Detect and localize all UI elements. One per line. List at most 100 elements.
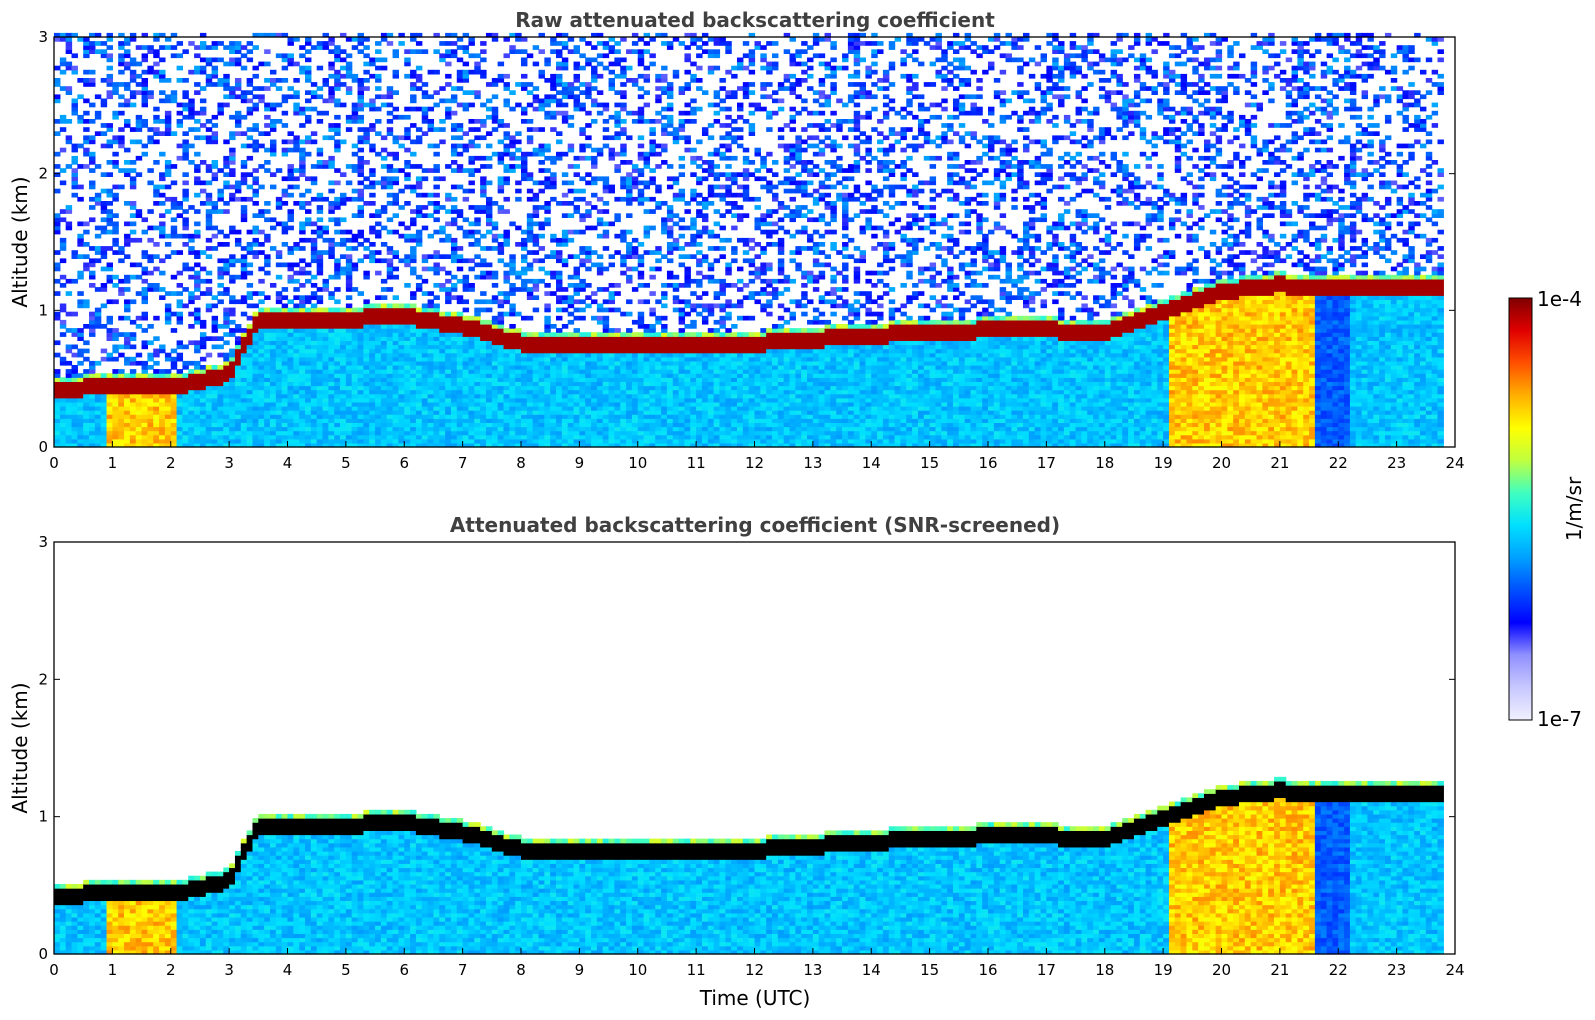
heatmap-cell	[258, 32, 265, 38]
heatmap-cell	[54, 229, 61, 235]
heatmap-cell	[556, 369, 563, 374]
heatmap-cell	[322, 373, 329, 378]
heatmap-cell	[316, 266, 324, 272]
heatmap-cell	[556, 73, 563, 79]
heatmap-cell	[357, 430, 364, 436]
heatmap-cell	[398, 348, 405, 354]
heatmap-cell	[369, 385, 376, 391]
heatmap-cell	[129, 373, 137, 378]
heatmap-cell	[269, 442, 277, 448]
heatmap-cell	[334, 315, 341, 321]
heatmap-cell	[427, 106, 435, 112]
heatmap-cell	[59, 32, 67, 38]
heatmap-cell	[194, 209, 201, 214]
heatmap-cell	[275, 385, 283, 391]
heatmap-cell	[176, 377, 184, 382]
heatmap-cell	[351, 143, 359, 149]
heatmap-cell	[299, 324, 306, 329]
heatmap-cell	[550, 49, 557, 54]
heatmap-cell	[205, 438, 213, 444]
heatmap-cell	[363, 344, 370, 350]
heatmap-cell	[433, 385, 440, 391]
heatmap-cell	[544, 57, 551, 63]
heatmap-cell	[264, 102, 271, 108]
heatmap-cell	[188, 311, 195, 317]
heatmap-cell	[211, 131, 219, 136]
heatmap-cell	[556, 295, 563, 300]
heatmap-cell	[410, 82, 417, 87]
heatmap-cell	[445, 114, 452, 120]
heatmap-cell	[363, 373, 370, 378]
heatmap-cell	[521, 73, 528, 79]
heatmap-cell	[573, 307, 580, 313]
heatmap-cell	[310, 307, 318, 313]
heatmap-cell	[281, 406, 289, 411]
heatmap-cell	[427, 385, 435, 391]
heatmap-cell	[544, 344, 551, 350]
heatmap-cell	[445, 82, 452, 87]
heatmap-cell	[106, 90, 113, 95]
heatmap-cell	[351, 287, 359, 292]
heatmap-cell	[585, 381, 592, 387]
heatmap-cell	[328, 315, 335, 321]
heatmap-cell	[246, 127, 254, 132]
heatmap-cell	[205, 401, 213, 407]
heatmap-cell	[275, 78, 283, 83]
heatmap-cell	[170, 205, 178, 210]
heatmap-cell	[521, 110, 528, 116]
heatmap-cell	[100, 172, 108, 177]
heatmap-cell	[182, 147, 189, 153]
heatmap-cell	[556, 373, 563, 378]
heatmap-cell	[561, 430, 569, 436]
heatmap-cell	[526, 373, 534, 378]
heatmap-cell	[439, 369, 446, 374]
heatmap-cell	[217, 422, 224, 428]
heatmap-cell	[445, 418, 452, 423]
heatmap-cell	[380, 242, 388, 247]
heatmap-cell	[124, 61, 131, 67]
heatmap-cell	[410, 151, 417, 157]
heatmap-cell	[89, 434, 96, 440]
heatmap-cell	[246, 98, 254, 104]
heatmap-cell	[141, 143, 148, 149]
heatmap-cell	[328, 401, 335, 407]
heatmap-cell	[246, 106, 254, 112]
heatmap-cell	[456, 324, 464, 329]
heatmap-cell	[65, 422, 73, 428]
heatmap-cell	[182, 151, 189, 157]
heatmap-cell	[491, 393, 499, 399]
heatmap-cell	[124, 98, 131, 104]
heatmap-cell	[363, 385, 370, 391]
heatmap-cell	[153, 360, 160, 366]
heatmap-cell	[328, 86, 335, 91]
heatmap-cell	[357, 324, 364, 329]
heatmap-cell	[229, 430, 236, 436]
heatmap-cell	[217, 401, 224, 407]
heatmap-cell	[421, 258, 429, 264]
heatmap-cell	[532, 352, 540, 358]
heatmap-cell	[182, 49, 189, 54]
heatmap-cell	[299, 381, 306, 387]
heatmap-cell	[322, 442, 329, 448]
heatmap-cell	[334, 127, 341, 132]
heatmap-cell	[188, 205, 195, 210]
heatmap-cell	[322, 229, 329, 235]
heatmap-cell	[77, 336, 84, 341]
heatmap-cell	[264, 365, 271, 370]
heatmap-cell	[579, 410, 586, 415]
heatmap-cell	[234, 110, 242, 116]
heatmap-cell	[579, 393, 586, 399]
heatmap-cell	[205, 78, 213, 83]
heatmap-cell	[439, 225, 446, 231]
heatmap-cell	[526, 233, 534, 239]
heatmap-cell	[334, 401, 341, 407]
heatmap-cell	[223, 258, 230, 264]
heatmap-cell	[398, 340, 405, 346]
heatmap-cell	[275, 344, 283, 350]
heatmap-cell	[386, 336, 394, 341]
heatmap-cell	[322, 369, 329, 374]
heatmap-cell	[480, 336, 487, 341]
heatmap-cell	[544, 307, 551, 313]
heatmap-cell	[328, 438, 335, 444]
heatmap-cell	[415, 78, 423, 83]
